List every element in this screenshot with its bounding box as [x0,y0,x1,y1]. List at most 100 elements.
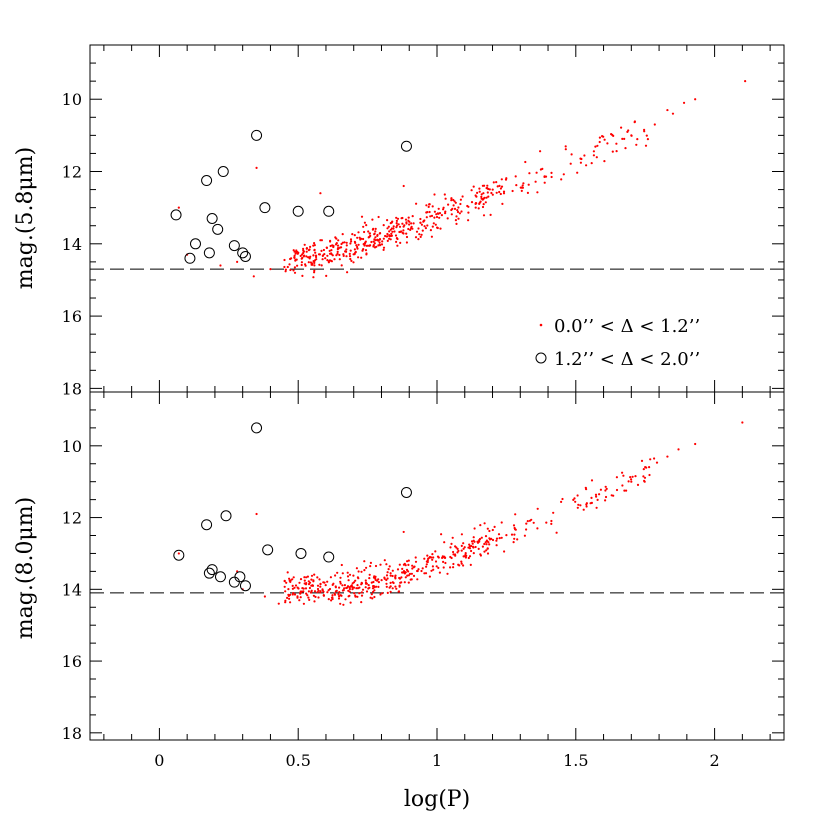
data-point [491,528,494,532]
data-point [592,150,596,153]
data-point [630,478,633,481]
data-point [585,503,588,506]
data-point [360,256,363,259]
data-point [395,240,398,243]
data-point [319,590,322,593]
data-point [515,184,518,187]
data-point [177,206,180,209]
data-point [590,479,594,482]
data-point [371,597,374,600]
data-point [590,162,593,165]
data-point [293,266,296,269]
data-point [369,565,372,568]
data-point [622,474,625,477]
data-point [640,459,644,462]
data-point [475,195,478,198]
data-point [321,254,324,257]
data-point [336,571,339,574]
data-point [317,253,321,256]
data-point [401,571,404,574]
data-point [444,212,447,215]
data-point [383,559,386,562]
data-point [431,225,434,228]
data-point [492,181,495,184]
data-point [316,591,319,594]
data-point [340,563,343,567]
data-point [313,261,316,264]
data-point [426,224,429,227]
data-point [459,202,462,206]
data-point [474,545,477,549]
data-point [386,571,389,574]
data-point [346,571,349,574]
data-point [398,585,401,588]
data-point [601,135,604,138]
data-point [302,587,305,590]
data-point [342,253,345,256]
data-point [461,195,464,198]
data-point [453,200,456,203]
data-point [473,527,476,530]
data-point [277,602,280,605]
data-point [414,556,417,559]
data-point [357,256,360,259]
data-point [312,594,315,597]
data-point [307,261,310,264]
data-point [489,213,492,216]
data-point [433,216,436,219]
data-point [520,189,523,192]
data-point [623,489,626,492]
x-axis-label: log(P) [404,787,470,812]
data-point [426,211,429,214]
data-point [377,585,380,589]
data-point [682,101,686,104]
data-point [319,583,322,586]
data-point [303,576,306,579]
data-point [536,507,539,510]
data-point [349,257,352,261]
data-point [297,587,300,590]
x-tick-label: 2 [710,751,720,770]
data-point [513,537,516,540]
data-point [479,553,482,556]
data-point [625,489,628,492]
data-point [385,585,388,588]
data-point [417,568,420,571]
data-point [298,599,301,602]
data-point [313,264,316,267]
data-point [437,566,440,570]
data-point [322,594,325,597]
data-point [456,209,459,212]
data-point [389,581,392,585]
data-point [396,568,400,571]
data-point [450,199,453,202]
data-point [389,590,392,593]
data-point [645,134,648,137]
data-point [543,181,546,184]
data-point [411,564,414,567]
data-point [365,253,368,256]
data-point [478,537,482,541]
data-point [443,193,446,196]
dot-series [177,421,744,606]
data-point [418,233,421,236]
data-point [463,546,466,549]
data-point [348,252,351,255]
data-point [410,578,413,581]
data-point [642,475,645,478]
data-point [313,271,316,274]
data-point [621,484,624,487]
data-point [429,229,432,232]
data-point [550,175,553,179]
data-point [377,215,380,219]
data-point [321,589,324,592]
data-point [304,263,307,266]
data-point [450,208,453,212]
data-point [386,577,389,580]
data-point [395,587,398,590]
circle-point [189,238,201,250]
data-point [590,496,593,499]
data-point [481,545,484,548]
data-point [562,173,565,176]
data-point [371,218,374,221]
